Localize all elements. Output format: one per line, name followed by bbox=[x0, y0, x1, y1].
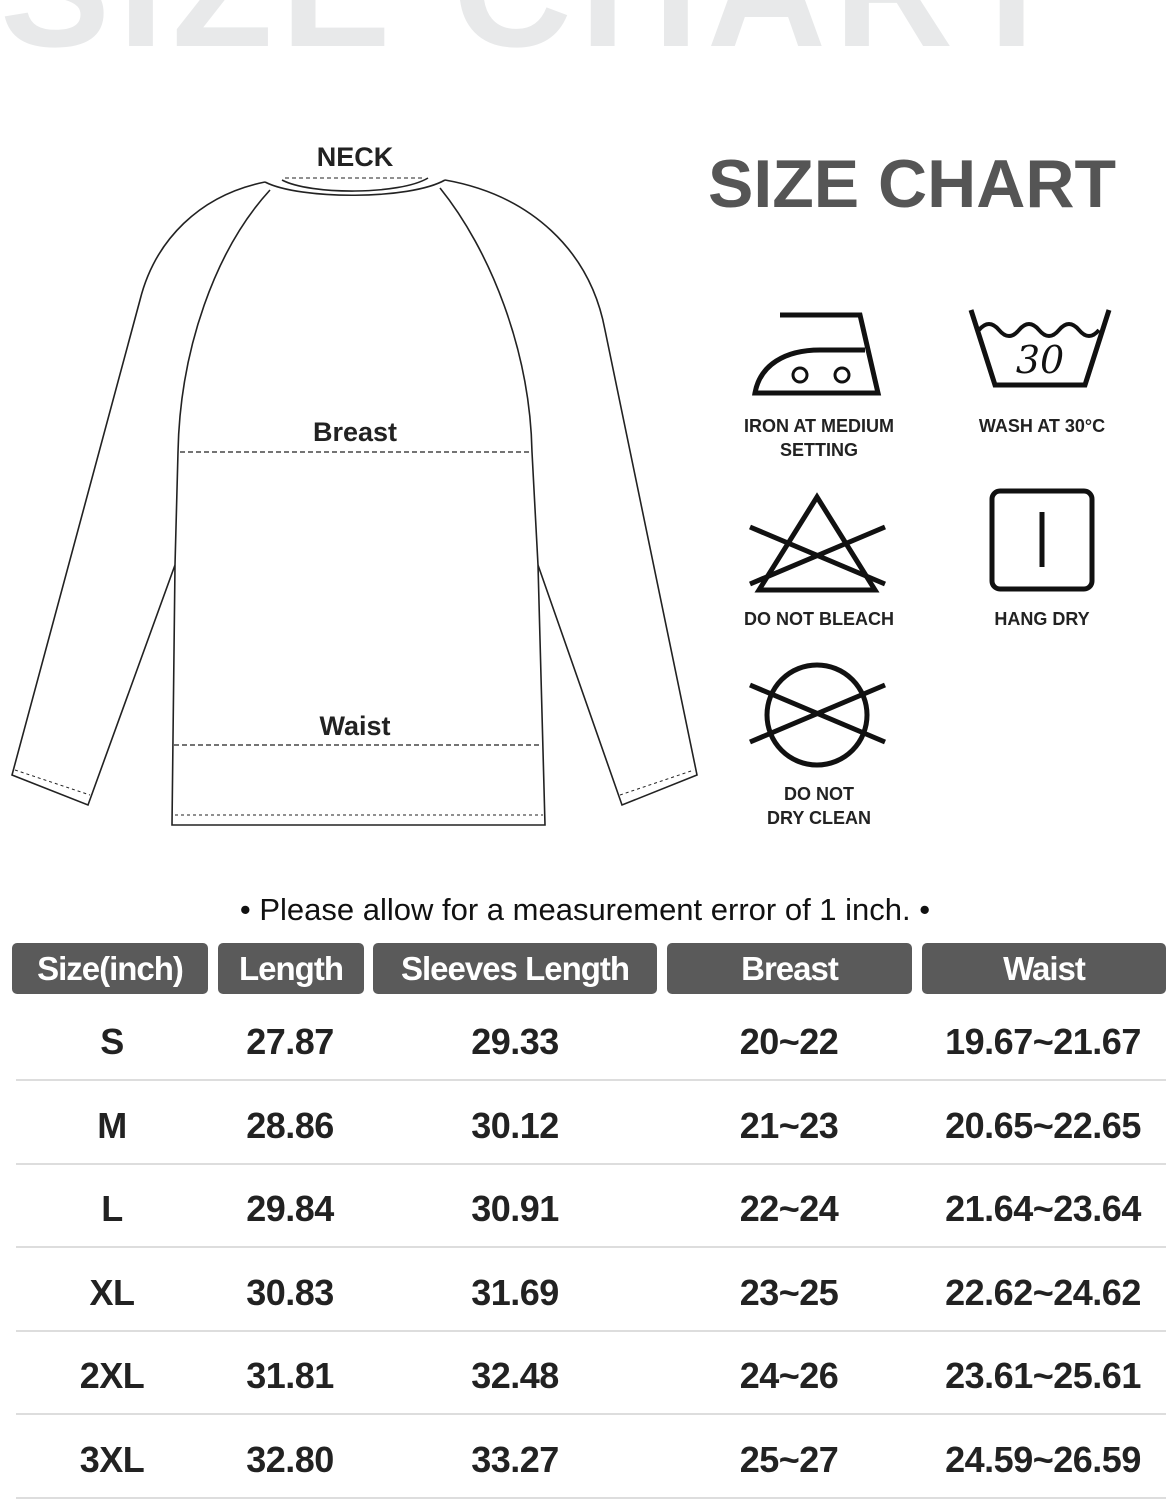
table-cell: 2XL bbox=[12, 1334, 212, 1418]
row-divider bbox=[16, 1413, 1166, 1415]
table-cell: M bbox=[12, 1084, 212, 1168]
hang-dry-icon bbox=[988, 487, 1096, 593]
table-cell: 25~27 bbox=[689, 1418, 889, 1501]
iron-icon bbox=[750, 305, 890, 400]
table-cell: 31.81 bbox=[190, 1334, 390, 1418]
table-cell: 32.48 bbox=[415, 1334, 615, 1418]
table-cell: 29.84 bbox=[190, 1167, 390, 1251]
row-divider bbox=[16, 1497, 1166, 1499]
table-cell: L bbox=[12, 1167, 212, 1251]
table-cell: 20~22 bbox=[689, 1000, 889, 1084]
measurement-note: • Please allow for a measurement error o… bbox=[0, 894, 1170, 925]
table-cell: S bbox=[12, 1000, 212, 1084]
header-length: Length bbox=[218, 943, 364, 994]
table-cell: 23.61~25.61 bbox=[943, 1334, 1143, 1418]
table-cell: 21.64~23.64 bbox=[943, 1167, 1143, 1251]
table-cell: 30.91 bbox=[415, 1167, 615, 1251]
page-title: SIZE CHART bbox=[708, 150, 1148, 218]
row-divider bbox=[16, 1246, 1166, 1248]
row-divider bbox=[16, 1079, 1166, 1081]
table-cell: 22.62~24.62 bbox=[943, 1251, 1143, 1335]
watermark-title: SIZE CHART bbox=[0, 0, 1170, 72]
svg-text:30: 30 bbox=[1016, 338, 1064, 382]
waist-label: Waist bbox=[290, 713, 420, 740]
table-cell: 33.27 bbox=[415, 1418, 615, 1501]
no-dry-clean-icon bbox=[745, 660, 890, 770]
wash-label: WASH AT 30°C bbox=[932, 414, 1152, 438]
no-bleach-icon bbox=[745, 492, 890, 597]
table-cell: 28.86 bbox=[190, 1084, 390, 1168]
breast-label: Breast bbox=[290, 419, 420, 446]
table-cell: 30.83 bbox=[190, 1251, 390, 1335]
header-size: Size(inch) bbox=[12, 943, 208, 994]
row-divider bbox=[16, 1163, 1166, 1165]
header-sleeves-length: Sleeves Length bbox=[373, 943, 657, 994]
neck-label: NECK bbox=[290, 144, 420, 171]
table-cell: 23~25 bbox=[689, 1251, 889, 1335]
table-cell: 30.12 bbox=[415, 1084, 615, 1168]
table-cell: 32.80 bbox=[190, 1418, 390, 1501]
table-cell: 27.87 bbox=[190, 1000, 390, 1084]
header-waist: Waist bbox=[922, 943, 1166, 994]
row-divider bbox=[16, 1330, 1166, 1332]
wash-30-icon: 30 bbox=[965, 305, 1115, 395]
no-bleach-label: DO NOT BLEACH bbox=[709, 607, 929, 631]
table-cell: 29.33 bbox=[415, 1000, 615, 1084]
table-cell: 24~26 bbox=[689, 1334, 889, 1418]
table-cell: 22~24 bbox=[689, 1167, 889, 1251]
table-cell: 19.67~21.67 bbox=[943, 1000, 1143, 1084]
hang-dry-label: HANG DRY bbox=[932, 607, 1152, 631]
table-cell: 21~23 bbox=[689, 1084, 889, 1168]
table-cell: XL bbox=[12, 1251, 212, 1335]
table-cell: 31.69 bbox=[415, 1251, 615, 1335]
table-cell: 3XL bbox=[12, 1418, 212, 1501]
table-cell: 20.65~22.65 bbox=[943, 1084, 1143, 1168]
header-breast: Breast bbox=[667, 943, 912, 994]
table-cell: 24.59~26.59 bbox=[943, 1418, 1143, 1501]
